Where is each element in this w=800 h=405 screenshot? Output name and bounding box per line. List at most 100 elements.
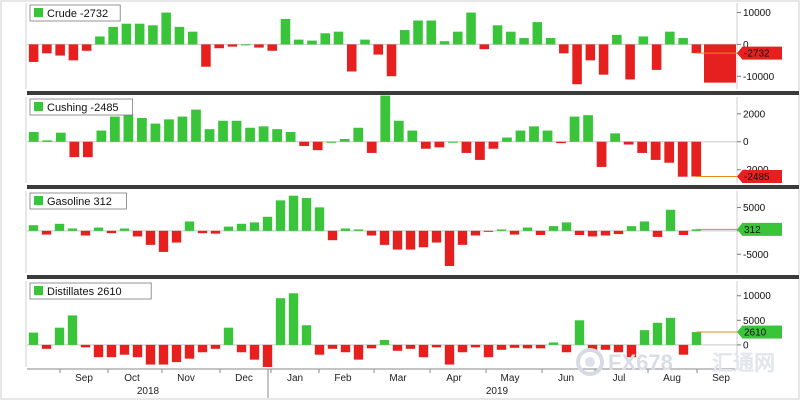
bar-cushing-11 bbox=[177, 116, 188, 142]
bar-cushing-1 bbox=[42, 140, 53, 142]
x-month-label-feb-5: Feb bbox=[334, 373, 352, 384]
bar-gasoline-5 bbox=[93, 227, 104, 231]
bar-distillates-42 bbox=[574, 320, 585, 345]
bar-gasoline-11 bbox=[171, 230, 182, 243]
bar-crude-2 bbox=[55, 44, 65, 56]
bar-crude-40 bbox=[559, 44, 569, 54]
x-month-label-oct-1: Oct bbox=[124, 373, 140, 384]
bar-cushing-27 bbox=[393, 120, 404, 142]
bar-crude-41 bbox=[572, 44, 582, 85]
bar-cushing-26 bbox=[380, 95, 391, 142]
bar-gasoline-36 bbox=[496, 229, 507, 231]
x-year-label-2018: 2018 bbox=[137, 386, 160, 397]
bar-distillates-34 bbox=[470, 344, 481, 348]
bar-cushing-44 bbox=[623, 141, 634, 145]
bar-gasoline-28 bbox=[392, 230, 403, 250]
legend-swatch-crude bbox=[34, 8, 43, 17]
bar-distillates-49 bbox=[665, 317, 676, 345]
bar-gasoline-35 bbox=[483, 230, 494, 232]
bar-distillates-13 bbox=[197, 344, 208, 353]
bar-gasoline-33 bbox=[457, 230, 468, 245]
bar-distillates-48 bbox=[652, 322, 663, 345]
bar-distillates-20 bbox=[288, 293, 299, 345]
bar-crude-46 bbox=[638, 36, 649, 45]
bar-distillates-14 bbox=[210, 344, 221, 349]
bar-crude-29 bbox=[413, 20, 423, 45]
bar-cushing-31 bbox=[448, 141, 458, 143]
bar-gasoline-6 bbox=[106, 230, 117, 234]
bar-crude-31 bbox=[439, 41, 450, 45]
bar-cushing-23 bbox=[339, 138, 350, 142]
legend-swatch-cushing bbox=[34, 102, 43, 111]
x-month-label-dec-3: Dec bbox=[235, 373, 253, 384]
bar-gasoline-43 bbox=[587, 230, 598, 237]
bar-crude-49 bbox=[678, 38, 688, 45]
bar-gasoline-15 bbox=[223, 226, 234, 231]
y-tick-label-crude-0: 10000 bbox=[743, 8, 771, 19]
bar-crude-37 bbox=[519, 38, 529, 45]
bar-crude-43 bbox=[598, 44, 609, 75]
bar-gasoline-21 bbox=[301, 198, 312, 231]
bar-distillates-24 bbox=[340, 344, 351, 353]
bar-crude-22 bbox=[320, 33, 330, 45]
bar-crude-50 bbox=[691, 44, 702, 54]
bar-crude-35 bbox=[492, 25, 503, 45]
legend-box-cushing bbox=[29, 98, 133, 116]
bar-distillates-1 bbox=[41, 344, 52, 349]
bar-cushing-37 bbox=[529, 126, 539, 142]
legend-swatch-gasoline bbox=[34, 196, 43, 205]
bar-distillates-33 bbox=[457, 344, 468, 353]
last-value-label-distillates: 2610 bbox=[744, 328, 767, 339]
last-value-pointer-crude bbox=[737, 47, 742, 60]
bar-crude-21 bbox=[307, 40, 317, 45]
bar-distillates-44 bbox=[600, 344, 611, 350]
bar-gasoline-44 bbox=[600, 230, 611, 236]
bar-crude-36 bbox=[506, 31, 516, 45]
bar-distillates-0 bbox=[28, 332, 39, 345]
y-tick-label-crude-2: -10000 bbox=[743, 72, 775, 83]
bar-gasoline-46 bbox=[626, 226, 637, 231]
y-tick-label-gasoline-0: 5000 bbox=[743, 203, 766, 214]
bar-gasoline-49 bbox=[665, 209, 676, 231]
bar-distillates-3 bbox=[67, 315, 78, 345]
legend-label-cushing: Cushing -2485 bbox=[47, 102, 119, 114]
bar-cushing-46 bbox=[650, 141, 661, 160]
legend-gasoline: Gasoline 312 bbox=[29, 192, 127, 210]
bar-cushing-28 bbox=[407, 130, 418, 142]
watermark-dot bbox=[585, 357, 595, 367]
bar-gasoline-14 bbox=[210, 230, 221, 234]
bar-cushing-38 bbox=[542, 130, 553, 142]
bar-gasoline-45 bbox=[613, 230, 624, 235]
bar-crude-39 bbox=[545, 38, 556, 45]
bar-distillates-16 bbox=[236, 344, 247, 353]
bar-gasoline-7 bbox=[119, 228, 130, 231]
bar-gasoline-10 bbox=[158, 230, 169, 252]
bar-distillates-4 bbox=[80, 344, 91, 348]
x-month-label-sep-12: Sep bbox=[712, 373, 730, 384]
bar-cushing-47 bbox=[664, 141, 675, 163]
bar-cushing-5 bbox=[96, 130, 107, 142]
bar-distillates-11 bbox=[171, 344, 182, 363]
bar-distillates-38 bbox=[522, 344, 533, 349]
bar-gasoline-32 bbox=[444, 230, 455, 266]
bar-gasoline-2 bbox=[54, 223, 65, 231]
bar-crude-7 bbox=[121, 23, 132, 45]
bar-cushing-45 bbox=[637, 141, 648, 153]
bar-cushing-4 bbox=[82, 141, 93, 158]
bar-gasoline-30 bbox=[418, 230, 429, 248]
bar-cushing-20 bbox=[299, 141, 310, 146]
bar-cushing-36 bbox=[515, 130, 526, 142]
bar-distillates-10 bbox=[158, 344, 169, 365]
bar-cushing-35 bbox=[502, 137, 512, 142]
bar-distillates-40 bbox=[548, 342, 559, 345]
bar-distillates-32 bbox=[444, 344, 455, 365]
bar-gasoline-34 bbox=[470, 230, 481, 236]
bar-crude-6 bbox=[108, 26, 118, 45]
bar-cushing-3 bbox=[69, 141, 80, 158]
x-month-label-aug-11: Aug bbox=[663, 373, 681, 384]
bar-gasoline-16 bbox=[236, 223, 247, 231]
bar-distillates-29 bbox=[405, 344, 416, 349]
watermark-ring bbox=[576, 348, 604, 376]
